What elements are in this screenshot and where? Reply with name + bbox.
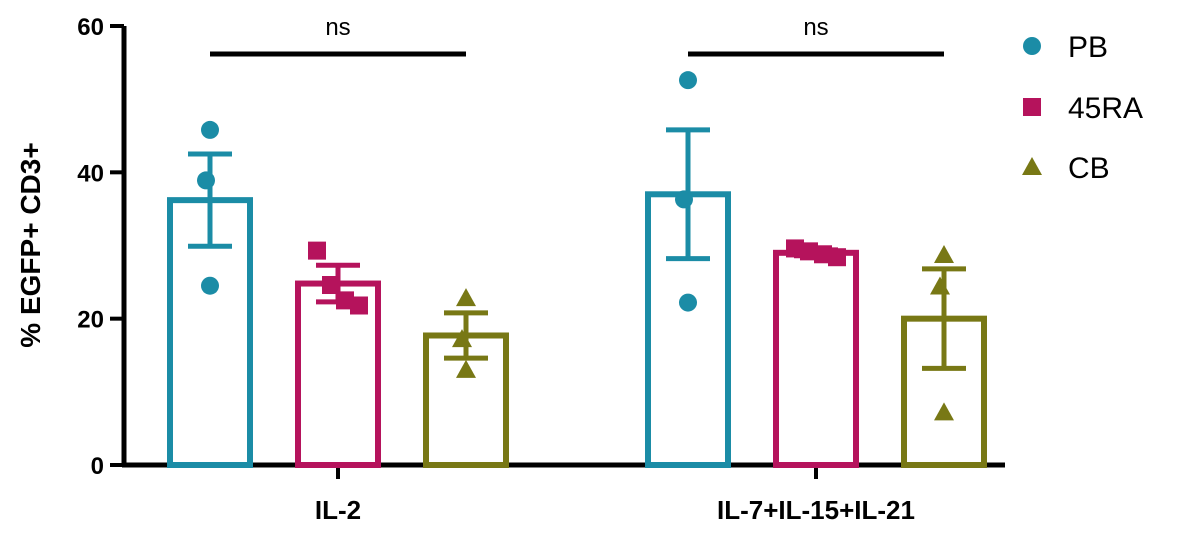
y-axis-title: % EGFP+ CD3+: [15, 142, 46, 347]
points-layer: [197, 71, 954, 421]
y-tick-label: 0: [91, 453, 104, 480]
significance-label: ns: [803, 14, 828, 41]
data-point: [679, 71, 697, 90]
legend-marker: [1023, 98, 1041, 116]
data-point: [456, 359, 476, 378]
data-point: [675, 190, 693, 209]
axes: 0 20 40 60 IL-2 IL-7+IL-15+IL-21: [77, 14, 1005, 525]
bars-layer: [167, 127, 987, 469]
data-point: [336, 291, 354, 310]
data-point: [197, 171, 215, 190]
legend-label: 45RA: [1068, 92, 1143, 125]
data-point: [201, 120, 219, 139]
data-point: [456, 288, 476, 307]
data-point: [679, 293, 697, 312]
data-point: [934, 245, 954, 264]
legend-label: PB: [1068, 31, 1108, 64]
legend-marker: [1022, 157, 1042, 175]
data-point: [201, 276, 219, 295]
data-point: [452, 329, 472, 348]
significance-layer: ns ns: [210, 14, 944, 57]
data-point: [934, 402, 954, 421]
significance-label: ns: [325, 14, 350, 41]
data-point: [350, 296, 368, 315]
legend-marker: [1023, 37, 1041, 55]
data-point: [828, 248, 846, 267]
data-point: [814, 245, 832, 264]
data-point: [930, 276, 950, 295]
data-point: [786, 239, 804, 258]
data-point: [800, 242, 818, 261]
y-tick-label: 40: [77, 160, 104, 187]
data-point: [308, 241, 326, 260]
x-tick-label: IL-7+IL-15+IL-21: [717, 495, 915, 525]
y-tick-label: 20: [77, 307, 104, 334]
x-tick-label: IL-2: [315, 495, 361, 525]
bar: [773, 249, 859, 468]
data-point: [322, 276, 340, 295]
y-tick-label: 60: [77, 14, 104, 41]
legend: PB 45RA CB: [1022, 31, 1143, 185]
legend-label: CB: [1068, 152, 1110, 185]
